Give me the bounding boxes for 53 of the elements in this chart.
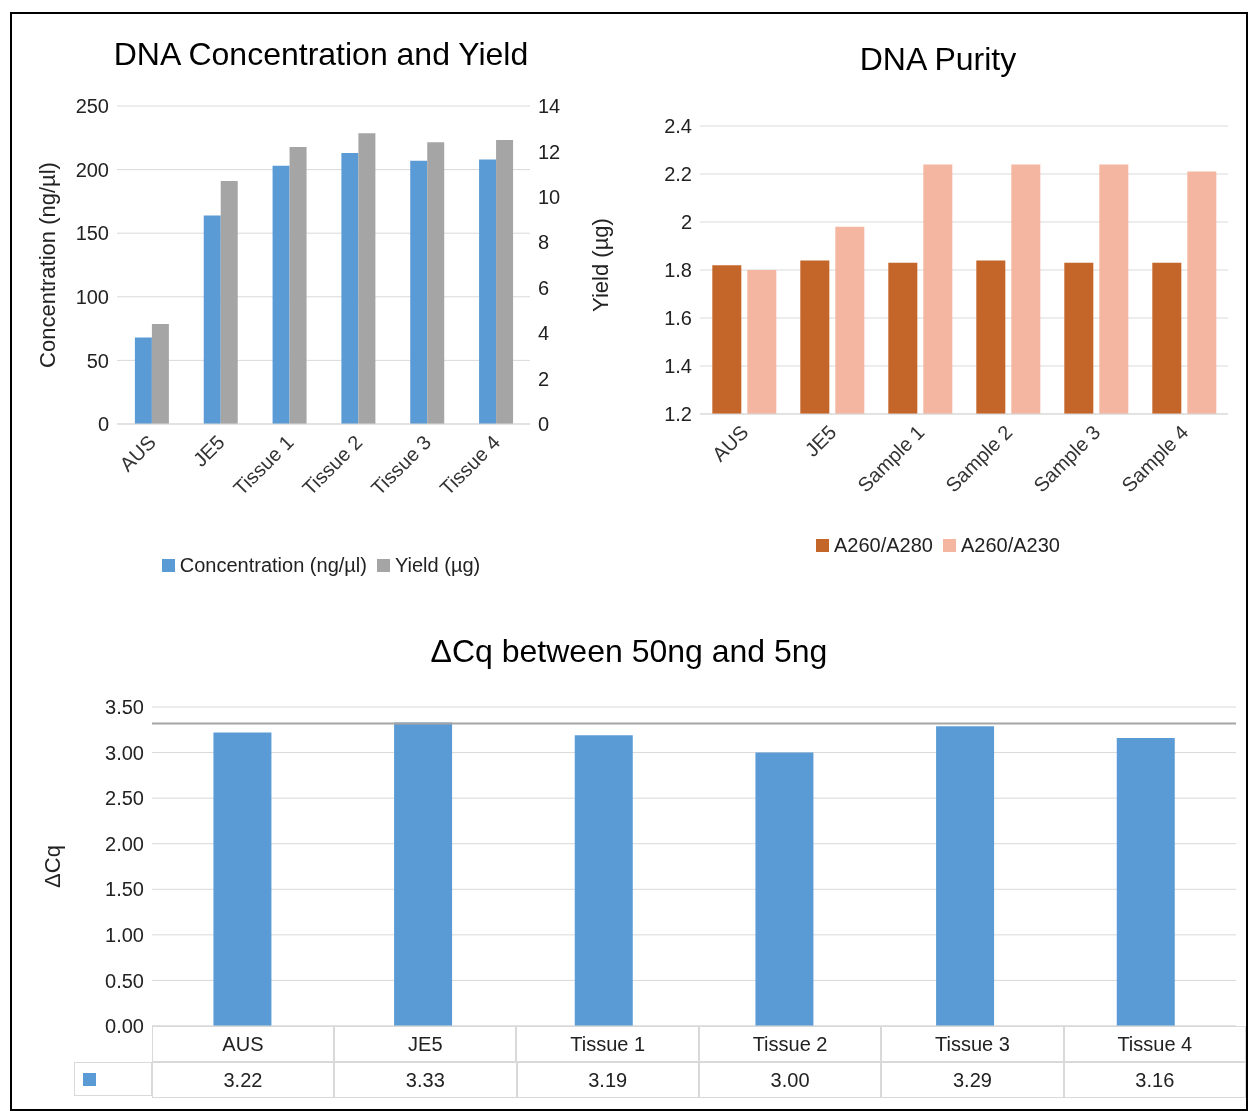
y2-tick-label: 0 <box>538 413 550 436</box>
y-tick-label: 1.50 <box>105 878 144 901</box>
y2-tick-label: 10 <box>538 185 561 208</box>
y2-axis-title: Yield (µg) <box>587 218 613 312</box>
y-tick-label: 250 <box>75 95 109 118</box>
y-tick-label: 100 <box>75 285 109 308</box>
y2-tick-label: 2 <box>538 367 550 390</box>
x-tick-label: Tissue 2 <box>698 1026 882 1062</box>
data-label: 3.16 <box>1063 1062 1247 1098</box>
x-tick-label: JE5 <box>334 1026 517 1062</box>
legend-label: A260/A230 <box>961 534 1060 557</box>
y-tick-label: 2.2 <box>664 163 692 186</box>
x-tick-label: AUS <box>151 1026 335 1062</box>
y-tick-label: 1.8 <box>664 259 692 282</box>
data-label: 3.22 <box>151 1062 335 1098</box>
y-tick-label: 1.6 <box>664 307 692 330</box>
y2-tick-label: 12 <box>538 140 561 163</box>
y-tick-label: 50 <box>86 349 109 372</box>
chart-title: ΔCq between 50ng and 5ng <box>429 631 829 671</box>
y-tick-label: 0 <box>97 413 109 436</box>
y2-tick-label: 4 <box>538 322 550 345</box>
y-tick-label: 0.00 <box>105 1015 144 1038</box>
y-tick-label: 2.00 <box>105 832 144 855</box>
y2-tick-label: 14 <box>538 95 561 118</box>
x-tick-label: JE5 <box>800 420 841 461</box>
chart-title: DNA Purity <box>858 39 1018 79</box>
data-label: 3.29 <box>881 1062 1064 1098</box>
y2-tick-label: 8 <box>538 231 550 254</box>
legend-label: Yield (µg) <box>394 554 481 577</box>
x-tick-label: Tissue 4 <box>1063 1026 1246 1062</box>
y-tick-label: 2.50 <box>105 787 144 810</box>
y-axis-title: Concentration (ng/µl) <box>34 162 60 368</box>
y-tick-label: 150 <box>75 222 109 245</box>
y-tick-label: 0.50 <box>105 969 144 992</box>
x-tick-label: Tissue 3 <box>881 1026 1064 1062</box>
y-axis-title: ΔCq <box>39 845 65 888</box>
x-tick-label: Tissue 1 <box>516 1026 699 1062</box>
data-label: 3.33 <box>334 1062 517 1098</box>
y-tick-label: 200 <box>75 158 109 181</box>
y-tick-label: 3.00 <box>105 741 144 764</box>
y-tick-label: 1.2 <box>664 403 692 426</box>
y2-tick-label: 6 <box>538 276 550 299</box>
y-tick-label: 1.00 <box>105 923 144 946</box>
data-label: 3.00 <box>698 1062 882 1098</box>
y-tick-label: 3.50 <box>105 696 144 719</box>
chart-title: DNA Concentration and Yield <box>112 34 530 74</box>
y-tick-label: 2 <box>680 211 692 234</box>
legend-label: Concentration (ng/µl) <box>179 554 367 577</box>
y-tick-label: 1.4 <box>664 355 692 378</box>
legend-label: A260/A280 <box>834 534 933 557</box>
data-label: 3.19 <box>516 1062 699 1098</box>
x-tick-label: JE5 <box>188 430 229 471</box>
y-tick-label: 2.4 <box>664 115 692 138</box>
